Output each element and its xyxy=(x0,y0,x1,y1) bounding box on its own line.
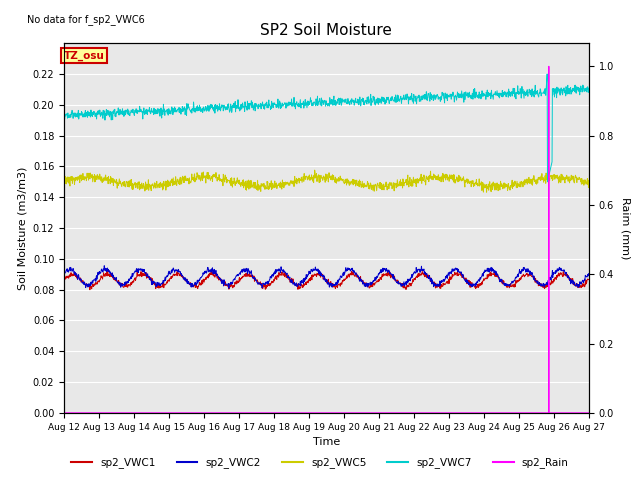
Text: No data for f_sp2_VWC6: No data for f_sp2_VWC6 xyxy=(28,13,145,24)
Title: SP2 Soil Moisture: SP2 Soil Moisture xyxy=(260,23,392,38)
Legend: sp2_VWC1, sp2_VWC2, sp2_VWC5, sp2_VWC7, sp2_Rain: sp2_VWC1, sp2_VWC2, sp2_VWC5, sp2_VWC7, … xyxy=(67,453,573,472)
X-axis label: Time: Time xyxy=(313,437,340,447)
Y-axis label: Soil Moisture (m3/m3): Soil Moisture (m3/m3) xyxy=(17,166,27,290)
Text: TZ_osu: TZ_osu xyxy=(64,50,105,61)
Y-axis label: Raim (mm): Raim (mm) xyxy=(621,197,630,259)
